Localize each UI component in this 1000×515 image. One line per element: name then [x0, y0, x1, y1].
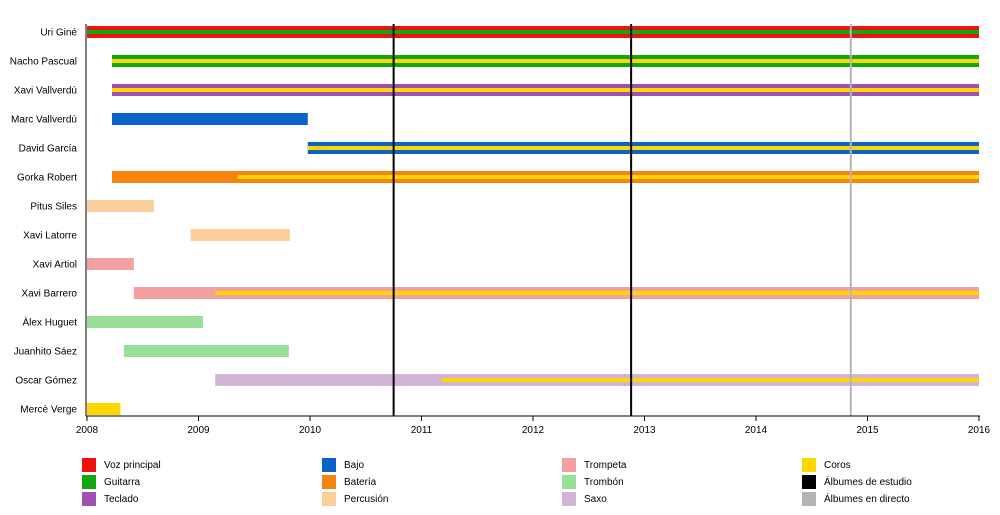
- member-bar-secondary: [237, 175, 979, 179]
- member-bar-secondary: [112, 88, 979, 92]
- member-label: Oscar Gómez: [15, 376, 77, 387]
- member-bar: [87, 200, 154, 212]
- member-label: Nacho Pascual: [10, 57, 77, 68]
- member-bar-secondary: [307, 146, 979, 150]
- member-bar: [112, 113, 308, 125]
- member-bar-secondary: [112, 59, 979, 63]
- member-bars: [87, 26, 980, 415]
- member-label: Xavi Artiol: [33, 260, 77, 271]
- member-bar: [87, 316, 203, 328]
- member-bar-secondary: [441, 378, 979, 382]
- member-label: Àlex Huguet: [23, 316, 78, 329]
- member-labels: Uri Giné Nacho Pascual Xavi Vallverdú Marc …: [10, 28, 78, 416]
- x-tick-label: 2015: [856, 425, 879, 436]
- member-label: David García: [19, 144, 78, 155]
- member-bar-secondary: [215, 291, 980, 295]
- x-tick-label: 2014: [745, 425, 768, 436]
- member-bar: [87, 403, 121, 415]
- member-label: Juanhito Sáez: [14, 347, 77, 358]
- x-tick-label: 2011: [411, 425, 433, 436]
- member-label: Uri Giné: [40, 28, 77, 39]
- x-tick-label: 2009: [187, 425, 210, 436]
- x-tick-label: 2016: [968, 425, 991, 436]
- member-label: Mercè Verge: [20, 405, 77, 416]
- x-tick-label: 2012: [522, 425, 545, 436]
- member-label: Marc Vallverdú: [11, 115, 77, 126]
- member-bar: [87, 258, 134, 270]
- x-tick-label: 2013: [633, 425, 656, 436]
- axes: 2008 2009 2010 2011 2012 2013 2014 2015 2016: [76, 24, 991, 436]
- member-label: Gorka Robert: [17, 173, 77, 184]
- member-label: Xavi Latorre: [23, 231, 77, 242]
- member-label: Xavi Vallverdú: [14, 86, 77, 97]
- member-bar: [123, 345, 289, 357]
- member-label: Xavi Barrero: [21, 289, 77, 300]
- member-label: Pitus Siles: [30, 202, 77, 213]
- member-bar-secondary: [87, 30, 979, 34]
- member-bar: [190, 229, 290, 241]
- x-tick-label: 2008: [76, 425, 99, 436]
- x-tick-label: 2010: [299, 425, 322, 436]
- album-lines: [392, 24, 852, 416]
